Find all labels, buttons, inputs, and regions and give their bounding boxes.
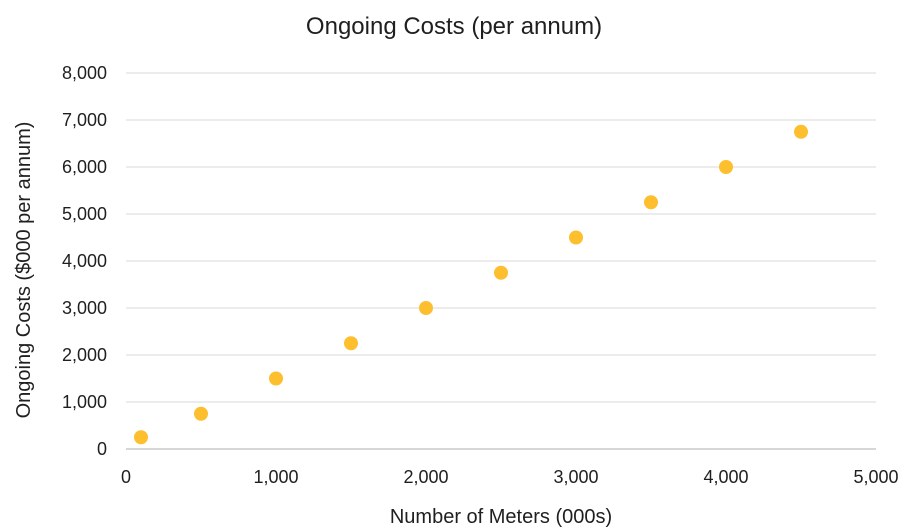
data-point <box>194 406 208 421</box>
x-tick-label: 2,000 <box>403 467 448 487</box>
x-tick-label: 5,000 <box>853 467 898 487</box>
data-point <box>494 265 508 280</box>
gridlines <box>126 72 876 403</box>
y-tick-label: 2,000 <box>62 345 107 365</box>
data-points <box>134 124 808 445</box>
y-tick-label: 3,000 <box>62 298 107 318</box>
chart-title: Ongoing Costs (per annum) <box>306 13 602 40</box>
y-tick-label: 6,000 <box>62 157 107 177</box>
y-tick-label: 4,000 <box>62 251 107 271</box>
y-tick-labels: 0 1,000 2,000 3,000 4,000 5,000 6,000 7,000 8,00… <box>62 63 107 459</box>
x-tick-label: 4,000 <box>703 467 748 487</box>
y-tick-label: 7,000 <box>62 110 107 130</box>
x-tick-label: 1,000 <box>253 467 298 487</box>
data-point <box>419 301 433 315</box>
y-axis-label: Ongoing Costs ($000 per annum) <box>13 122 35 419</box>
y-tick-label: 0 <box>97 439 107 459</box>
data-point <box>644 195 658 210</box>
y-tick-label: 5,000 <box>62 204 107 224</box>
data-point <box>269 371 283 386</box>
x-tick-label: 0 <box>121 467 131 487</box>
x-tick-labels: 0 1,000 2,000 3,000 4,000 5,000 <box>121 467 899 487</box>
data-point <box>719 160 733 174</box>
data-point <box>794 124 808 139</box>
data-point <box>134 430 148 445</box>
data-point <box>569 230 583 245</box>
data-point <box>344 336 358 351</box>
y-tick-label: 1,000 <box>62 392 107 412</box>
x-axis-label: Number of Meters (000s) <box>390 506 612 528</box>
y-tick-label: 8,000 <box>62 63 107 83</box>
x-tick-label: 3,000 <box>553 467 598 487</box>
